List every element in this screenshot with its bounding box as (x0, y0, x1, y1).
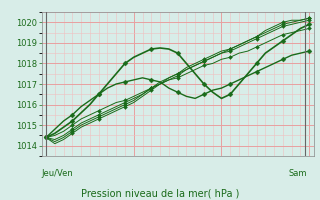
Text: Jeu/Ven: Jeu/Ven (42, 169, 73, 178)
Text: Sam: Sam (289, 169, 307, 178)
Text: Pression niveau de la mer( hPa ): Pression niveau de la mer( hPa ) (81, 188, 239, 198)
